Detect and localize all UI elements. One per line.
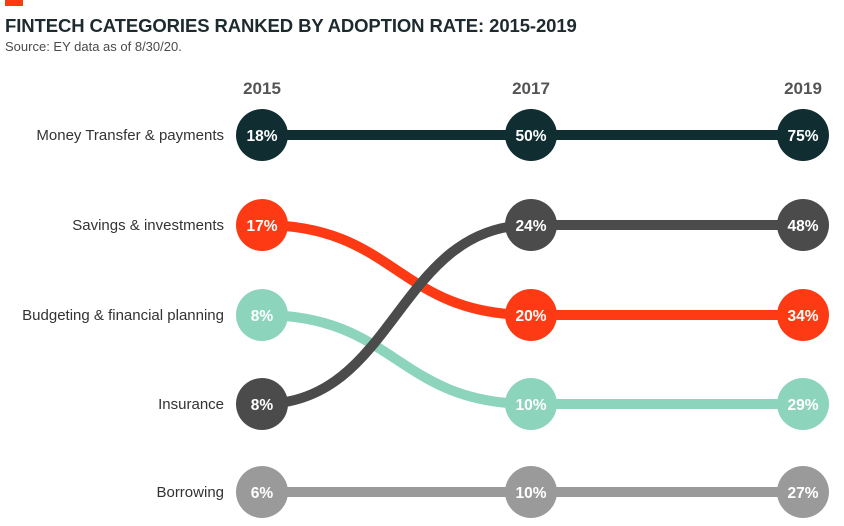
value-marker <box>236 378 288 430</box>
value-marker <box>505 289 557 341</box>
row-label: Money Transfer & payments <box>36 127 224 144</box>
data-label: 8% <box>251 397 274 414</box>
data-label: 10% <box>515 485 546 502</box>
data-label: 24% <box>515 218 546 235</box>
value-marker <box>777 289 829 341</box>
row-label: Savings & investments <box>72 217 224 234</box>
chart-source: Source: EY data as of 8/30/20. <box>5 39 182 54</box>
value-marker <box>505 109 557 161</box>
value-marker <box>236 199 288 251</box>
data-label: 50% <box>515 128 546 145</box>
data-label: 48% <box>787 218 818 235</box>
row-label: Insurance <box>158 396 224 413</box>
data-label: 6% <box>251 485 274 502</box>
chart-title: FINTECH CATEGORIES RANKED BY ADOPTION RA… <box>5 15 577 36</box>
year-label-2019: 2019 <box>784 79 822 98</box>
value-marker <box>777 466 829 518</box>
value-marker <box>505 199 557 251</box>
year-label-2015: 2015 <box>243 79 281 98</box>
data-label: 8% <box>251 308 274 325</box>
data-label: 17% <box>246 218 277 235</box>
value-marker <box>777 378 829 430</box>
value-marker <box>777 199 829 251</box>
data-label: 29% <box>787 397 818 414</box>
data-label: 27% <box>787 485 818 502</box>
data-label: 10% <box>515 397 546 414</box>
accent-bar <box>5 0 23 6</box>
value-marker <box>236 466 288 518</box>
value-marker <box>236 109 288 161</box>
value-marker <box>777 109 829 161</box>
data-label: 34% <box>787 308 818 325</box>
value-marker <box>505 378 557 430</box>
data-label: 75% <box>787 128 818 145</box>
data-label: 20% <box>515 308 546 325</box>
data-label: 18% <box>246 128 277 145</box>
value-marker <box>236 289 288 341</box>
value-marker <box>505 466 557 518</box>
year-label-2017: 2017 <box>512 79 550 98</box>
row-label: Borrowing <box>156 484 224 501</box>
row-label: Budgeting & financial planning <box>22 307 224 324</box>
